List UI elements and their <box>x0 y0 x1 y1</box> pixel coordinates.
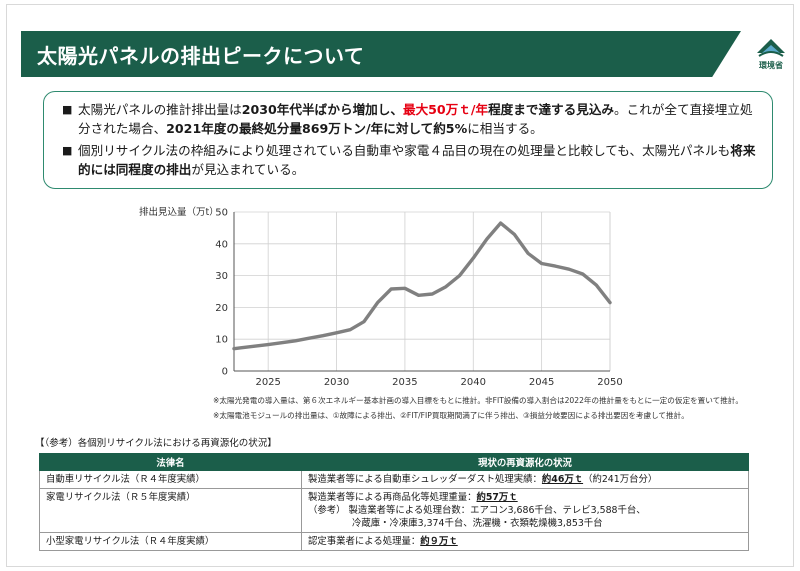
bold-text: 程度まで達する見込み <box>488 102 615 117</box>
y-tick-label: 50 <box>215 208 228 219</box>
table-header-row: 法律名 現状の再資源化の状況 <box>39 453 749 471</box>
reference-table: 法律名 現状の再資源化の状況 自動車リサイクル法（Ｒ４年度実績） 製造業者等による… <box>39 453 749 551</box>
status-line: 製造業者等による自動車シュレッダーダスト処理実績：約46万ｔ（約241万台分） <box>308 473 742 486</box>
status-amount: 約46万ｔ <box>541 474 584 485</box>
chart-note: ※太陽電池モジュールの排出量は、①故障による排出、②FIT/FIP買取期間満了に… <box>213 411 689 420</box>
table-row: 家電リサイクル法（Ｒ５年度実績） 製造業者等による再商品化等処理重量：約57万ｔ （… <box>39 488 749 533</box>
ministry-logo: 環境省 <box>749 35 793 77</box>
text-run: 太陽光パネルの推計排出量は <box>78 102 242 117</box>
status-cell: 製造業者等による再商品化等処理重量：約57万ｔ （参考） 製造業者等による処理台数… <box>301 488 749 533</box>
status-text: 認定事業者による処理量： <box>308 536 421 547</box>
y-axis-label: 排出見込量（万t） <box>139 206 219 218</box>
x-tick-label: 2045 <box>529 377 554 388</box>
y-tick-label: 10 <box>215 335 228 346</box>
x-tick-label: 2040 <box>461 377 486 388</box>
bullet-square-icon: ■ <box>62 103 73 116</box>
x-tick-label: 2035 <box>392 377 417 388</box>
bullet-text: 太陽光パネルの推計排出量は2030年代半ばから増加し、最大50万ｔ/年程度まで達… <box>78 100 762 138</box>
status-text: 製造業者等による再商品化等処理重量： <box>308 492 477 503</box>
header-status: 現状の再資源化の状況 <box>301 453 749 471</box>
header-law: 法律名 <box>39 453 302 471</box>
bullet-text: 個別リサイクル法の枠組みにより処理されている自動車や家電４品目の現在の処理量と比… <box>78 141 762 179</box>
bold-text: 2021年度の最終処分量869万トン/年に対して約5% <box>166 121 468 136</box>
reference-title: 【（参考）各個別リサイクル法における再資源化の状況】 <box>35 438 277 449</box>
status-comment: （約241万台分） <box>583 474 658 485</box>
y-tick-label: 40 <box>215 239 228 250</box>
status-cell: 認定事業者による処理量：約９万ｔ <box>301 532 749 551</box>
status-amount: 約９万ｔ <box>420 536 458 547</box>
status-text: 製造業者等による自動車シュレッダーダスト処理実績： <box>308 474 542 485</box>
page-title: 太陽光パネルの排出ピークについて <box>37 43 365 68</box>
title-banner: 太陽光パネルの排出ピークについて <box>21 31 741 77</box>
y-tick-label: 30 <box>215 271 228 282</box>
status-line: 認定事業者による処理量：約９万ｔ <box>308 535 742 548</box>
ministry-logo-icon <box>757 39 785 57</box>
x-tick-label: 2030 <box>324 377 349 388</box>
emission-series-line <box>232 221 612 351</box>
text-run: に相当する。 <box>467 121 543 136</box>
law-name-cell: 家電リサイクル法（Ｒ５年度実績） <box>39 488 302 533</box>
status-line: （参考） 製造業者等による処理台数：エアコン3,686千台、テレビ3,588千台… <box>308 504 742 517</box>
bullet-square-icon: ■ <box>62 144 73 157</box>
status-cell: 製造業者等による自動車シュレッダーダスト処理実績：約46万ｔ（約241万台分） <box>301 470 749 489</box>
x-tick-label: 2050 <box>597 377 622 388</box>
text-run: 個別リサイクル法の枠組みにより処理されている自動車や家電４品目の現在の処理量と比… <box>78 143 731 158</box>
text-run: 。これが全て直接埋立処分された場合、 <box>78 102 753 136</box>
chart-note: ※太陽光発電の導入量は、第６次エネルギー基本計画の導入目標をもとに推計。非FIT… <box>213 396 743 405</box>
x-tick-label: 2025 <box>255 377 280 388</box>
table-row: 自動車リサイクル法（Ｒ４年度実績） 製造業者等による自動車シュレッダーダスト処理実… <box>39 470 749 489</box>
summary-box: ■ 太陽光パネルの推計排出量は2030年代半ばから増加し、最大50万ｔ/年程度ま… <box>43 91 773 189</box>
status-text: （参考） 製造業者等による処理台数：エアコン3,686千台、テレビ3,588千台… <box>308 505 646 516</box>
emission-chart: 0 10 20 30 40 50 2025 2030 2035 2040 2045 2050 排出見込量… <box>127 201 627 391</box>
table-row: 小型家電リサイクル法（Ｒ４年度実績） 認定事業者による処理量：約９万ｔ <box>39 532 749 551</box>
text-run: が見込まれている。 <box>191 162 305 177</box>
summary-bullet: ■ 個別リサイクル法の枠組みにより処理されている自動車や家電４品目の現在の処理量… <box>62 141 762 179</box>
y-tick-label: 0 <box>222 367 228 378</box>
logo-label: 環境省 <box>759 61 783 70</box>
y-tick-label: 20 <box>215 303 228 314</box>
bold-text: 2030年代半ばから増加し、 <box>241 102 403 117</box>
highlight-text: 最大50万ｔ/年 <box>402 102 489 117</box>
slide: 太陽光パネルの排出ピークについて 環境省 ■ 太陽光パネルの推計排出量は2030… <box>6 4 794 567</box>
status-text: 冷蔵庫・冷凍庫3,374千台、洗濯機・衣類乾燥機3,853千台 <box>352 518 603 529</box>
status-amount: 約57万ｔ <box>476 492 518 503</box>
summary-bullet: ■ 太陽光パネルの推計排出量は2030年代半ばから増加し、最大50万ｔ/年程度ま… <box>62 100 762 138</box>
status-line: 製造業者等による再商品化等処理重量：約57万ｔ <box>308 491 742 504</box>
reference-table-body: 自動車リサイクル法（Ｒ４年度実績） 製造業者等による自動車シュレッダーダスト処理実… <box>39 470 749 551</box>
status-line: 冷蔵庫・冷凍庫3,374千台、洗濯機・衣類乾燥機3,853千台 <box>308 517 742 530</box>
bold-text: 将来的には同程度の排出 <box>78 143 756 177</box>
law-name-cell: 小型家電リサイクル法（Ｒ４年度実績） <box>39 532 302 551</box>
law-name-cell: 自動車リサイクル法（Ｒ４年度実績） <box>39 470 302 489</box>
